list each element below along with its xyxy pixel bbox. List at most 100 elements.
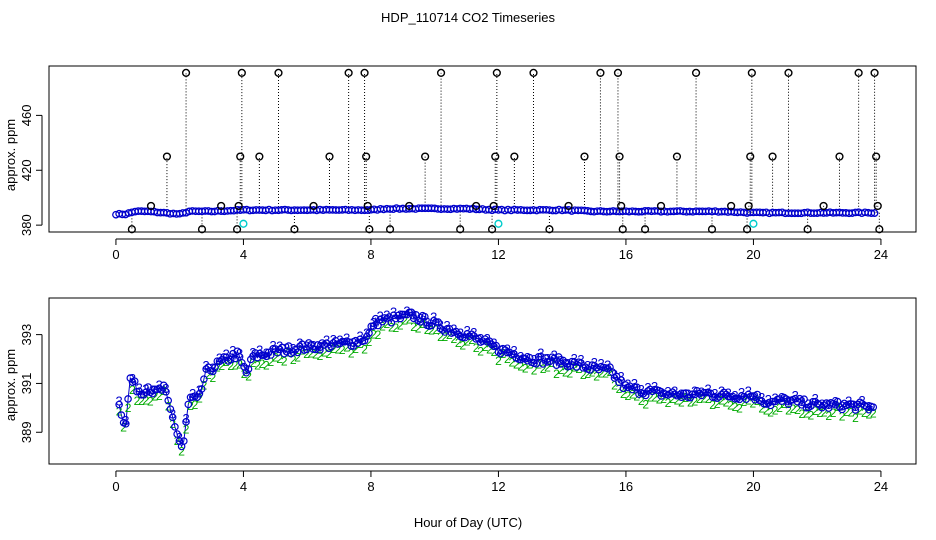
series-2-label: 2 bbox=[598, 367, 605, 381]
series-2-label: 2 bbox=[566, 366, 573, 380]
low-point bbox=[749, 219, 758, 228]
series-3-label: 3 bbox=[403, 304, 410, 319]
series-2-label: 2 bbox=[272, 351, 279, 365]
series-2-label: 2 bbox=[201, 378, 208, 392]
series-2-label: 2 bbox=[223, 355, 230, 369]
series-2-label: 2 bbox=[384, 317, 391, 331]
series-3-label: 3 bbox=[577, 352, 584, 367]
series-2-label: 2 bbox=[486, 342, 493, 356]
outlier-point bbox=[127, 225, 136, 234]
series-2-label: 2 bbox=[455, 336, 462, 350]
series-3-label: 3 bbox=[731, 388, 738, 403]
series-3-point bbox=[510, 350, 518, 358]
series-2-label: 2 bbox=[651, 391, 658, 405]
y-tick-label: 389 bbox=[19, 421, 34, 443]
series-2-label: 2 bbox=[178, 444, 185, 458]
series-3-point bbox=[421, 312, 429, 321]
series-2-label: 2 bbox=[156, 389, 163, 403]
outlier-point bbox=[617, 201, 626, 211]
series-3-point bbox=[492, 341, 501, 350]
outlier-point bbox=[615, 152, 624, 161]
series-3-label: 3 bbox=[597, 356, 604, 371]
series-3-label: 3 bbox=[738, 385, 745, 400]
series-3-label: 3 bbox=[457, 326, 464, 341]
series-3-point bbox=[271, 345, 280, 353]
outlier-point bbox=[491, 152, 500, 161]
series-2-label: 2 bbox=[839, 409, 846, 423]
outlier-point bbox=[385, 225, 395, 234]
series-2-label: 2 bbox=[241, 367, 248, 381]
series-3-point bbox=[253, 353, 262, 362]
series-2-label: 2 bbox=[642, 397, 649, 411]
series-2-label: 2 bbox=[674, 393, 681, 407]
series-3-point bbox=[800, 395, 808, 403]
series-2-label: 2 bbox=[553, 367, 560, 381]
outlier-point bbox=[487, 225, 497, 234]
series-2-label: 2 bbox=[812, 404, 819, 418]
series-3-label: 3 bbox=[397, 308, 404, 323]
series-3-point bbox=[275, 345, 284, 354]
series-3-point bbox=[238, 358, 246, 367]
series-2-label: 2 bbox=[495, 354, 502, 368]
outlier-point bbox=[656, 201, 666, 211]
series-3-label: 3 bbox=[718, 384, 725, 399]
series-3-point bbox=[211, 363, 219, 372]
series-2-label: 2 bbox=[285, 346, 292, 360]
outlier-point bbox=[325, 152, 334, 161]
series-3-point bbox=[209, 367, 217, 376]
series-2-label: 2 bbox=[611, 379, 618, 393]
series-3-label: 3 bbox=[116, 394, 123, 409]
series-3-point bbox=[180, 437, 188, 445]
figure-title: HDP_110714 CO2 Timeseries bbox=[381, 10, 555, 25]
series-3-point bbox=[318, 339, 326, 347]
series-3-label: 3 bbox=[584, 358, 591, 373]
series-3-point bbox=[869, 403, 878, 411]
series-3-point bbox=[184, 400, 193, 409]
series-3-point bbox=[200, 375, 208, 383]
series-3-point bbox=[164, 396, 173, 405]
series-3-label: 3 bbox=[510, 343, 517, 358]
series-2-label: 2 bbox=[602, 367, 609, 381]
series-3-point bbox=[461, 333, 469, 342]
series-3-point bbox=[336, 339, 344, 348]
outlier-point bbox=[274, 68, 283, 77]
series-2-label: 2 bbox=[758, 402, 765, 416]
series-2-label: 2 bbox=[732, 400, 739, 414]
outlier-point bbox=[803, 225, 812, 234]
series-3-point bbox=[369, 322, 378, 330]
series-2-label: 2 bbox=[660, 392, 667, 406]
series-3-label: 3 bbox=[410, 307, 417, 322]
outlier-point bbox=[870, 68, 879, 77]
series-2-label: 2 bbox=[647, 390, 654, 404]
series-3-label: 3 bbox=[785, 393, 792, 408]
series-2-label: 2 bbox=[794, 403, 801, 417]
series-3-label: 3 bbox=[705, 382, 712, 397]
outlier-point bbox=[768, 152, 777, 161]
outlier-point bbox=[747, 68, 756, 77]
series-2-label: 2 bbox=[665, 396, 672, 410]
series-2-label: 2 bbox=[366, 335, 373, 349]
series-2-label: 2 bbox=[375, 328, 382, 342]
series-3-point bbox=[124, 395, 132, 403]
outlier-point bbox=[309, 201, 318, 211]
series-2-label: 2 bbox=[468, 333, 475, 347]
series-2-label: 2 bbox=[245, 369, 252, 383]
series-2-label: 2 bbox=[772, 403, 779, 417]
outlier-point bbox=[362, 152, 371, 161]
series-3-point bbox=[387, 318, 396, 327]
series-3-point bbox=[403, 310, 411, 319]
series-2-label: 2 bbox=[116, 404, 123, 418]
series-2-label: 2 bbox=[361, 342, 368, 356]
series-2-label: 2 bbox=[406, 313, 413, 327]
x-tick-label: 24 bbox=[874, 479, 888, 494]
series-3-label: 3 bbox=[423, 314, 430, 329]
series-2-label: 2 bbox=[580, 368, 587, 382]
series-3-point bbox=[304, 339, 313, 347]
series-3-label: 3 bbox=[818, 397, 825, 412]
series-3-label: 3 bbox=[330, 332, 337, 347]
series-3-point bbox=[666, 390, 675, 398]
series-2-label: 2 bbox=[727, 398, 734, 412]
series-2-label: 2 bbox=[321, 346, 328, 360]
series-2-label: 2 bbox=[584, 367, 591, 381]
series-2-label: 2 bbox=[477, 345, 484, 359]
